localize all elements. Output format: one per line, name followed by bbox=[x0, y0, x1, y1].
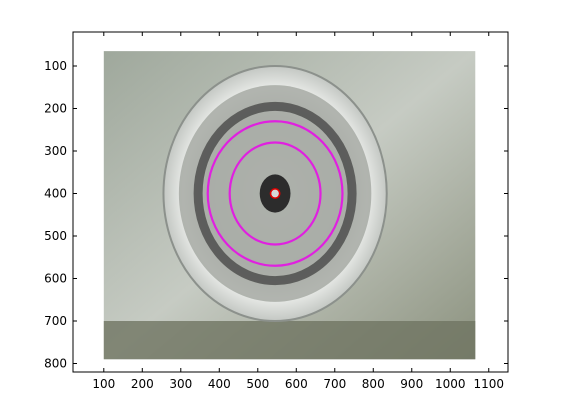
y-tick-label: 400 bbox=[44, 187, 67, 201]
x-tick-label: 100 bbox=[92, 377, 115, 391]
x-tick-label: 1100 bbox=[473, 377, 504, 391]
outer-ellipse-overlay bbox=[206, 120, 344, 267]
x-tick-label: 600 bbox=[285, 377, 308, 391]
inner-ellipse-overlay bbox=[228, 141, 322, 246]
x-tick-label: 800 bbox=[362, 377, 385, 391]
y-tick-label: 300 bbox=[44, 144, 67, 158]
y-tick-label: 600 bbox=[44, 272, 67, 286]
y-tick-label: 800 bbox=[44, 357, 67, 371]
x-tick-label: 900 bbox=[400, 377, 423, 391]
x-tick-label: 500 bbox=[246, 377, 269, 391]
x-tick-label: 700 bbox=[323, 377, 346, 391]
x-tick-label: 400 bbox=[208, 377, 231, 391]
y-tick-label: 100 bbox=[44, 59, 67, 73]
axes: 100 200 300 400 500 600 700 800 900 1000 1100 100 20… bbox=[44, 31, 509, 391]
lens-core-highlight bbox=[271, 189, 279, 198]
y-tick-label: 700 bbox=[44, 314, 67, 328]
x-tick-label: 200 bbox=[131, 377, 154, 391]
center-marker bbox=[269, 188, 281, 199]
lens-dark-ring bbox=[193, 101, 357, 286]
camera-image bbox=[103, 51, 476, 360]
x-tick-label: 1000 bbox=[435, 377, 466, 391]
y-tick-label: 500 bbox=[44, 229, 67, 243]
axes-frame bbox=[72, 31, 509, 373]
x-tick-label: 300 bbox=[169, 377, 192, 391]
y-tick-label: 200 bbox=[44, 102, 67, 116]
image-floor-band bbox=[103, 321, 476, 360]
